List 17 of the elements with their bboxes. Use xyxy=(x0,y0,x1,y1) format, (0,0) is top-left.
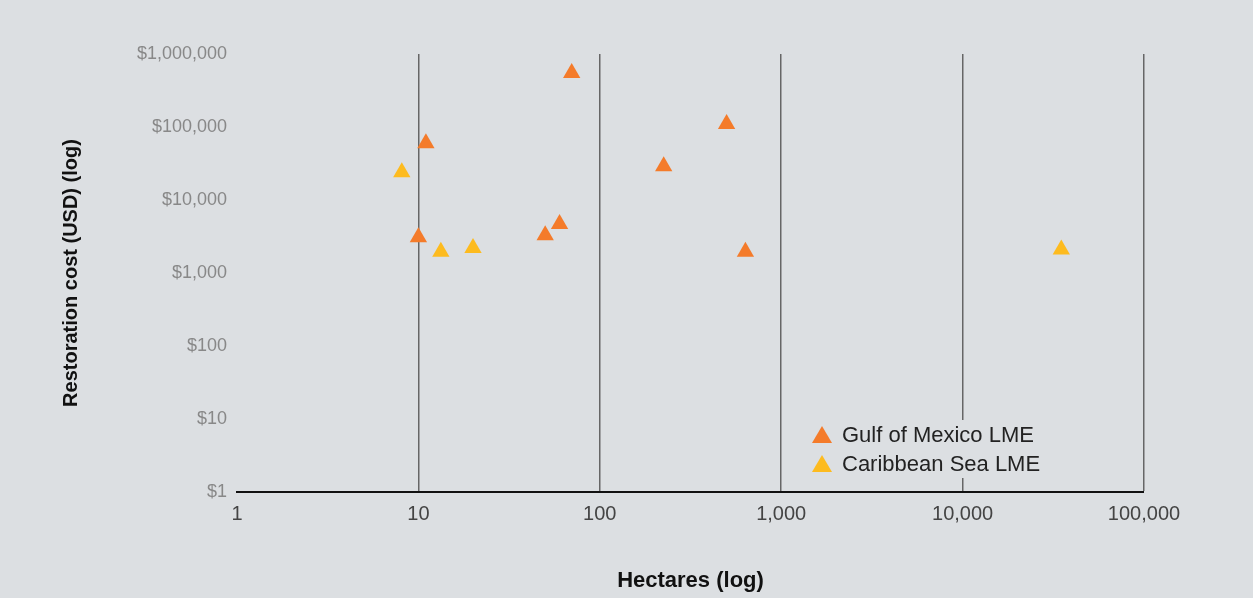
x-tick-label: 10 xyxy=(407,501,430,524)
legend-label: Caribbean Sea LME xyxy=(841,449,1041,478)
y-tick-label: $100,000 xyxy=(151,115,227,136)
x-tick-label: 1 xyxy=(231,501,243,524)
x-axis-title: Hectares (log) xyxy=(617,566,764,592)
y-tick-label: $1 xyxy=(206,480,227,501)
y-tick-label: $10,000 xyxy=(161,188,227,209)
y-tick-label: $10 xyxy=(196,407,227,428)
y-tick-label: $100 xyxy=(186,334,227,355)
y-axis-title: Restoration cost (USD) (log) xyxy=(58,139,81,407)
x-tick-label: 10,000 xyxy=(932,501,994,524)
x-tick-label: 1,000 xyxy=(756,501,807,524)
x-tick-label: 100,000 xyxy=(1107,501,1181,524)
y-tick-label: $1,000 xyxy=(171,261,227,282)
y-tick-label: $1,000,000 xyxy=(136,42,227,63)
x-tick-label: 100 xyxy=(583,501,617,524)
legend-label: Gulf of Mexico LME xyxy=(841,420,1035,449)
